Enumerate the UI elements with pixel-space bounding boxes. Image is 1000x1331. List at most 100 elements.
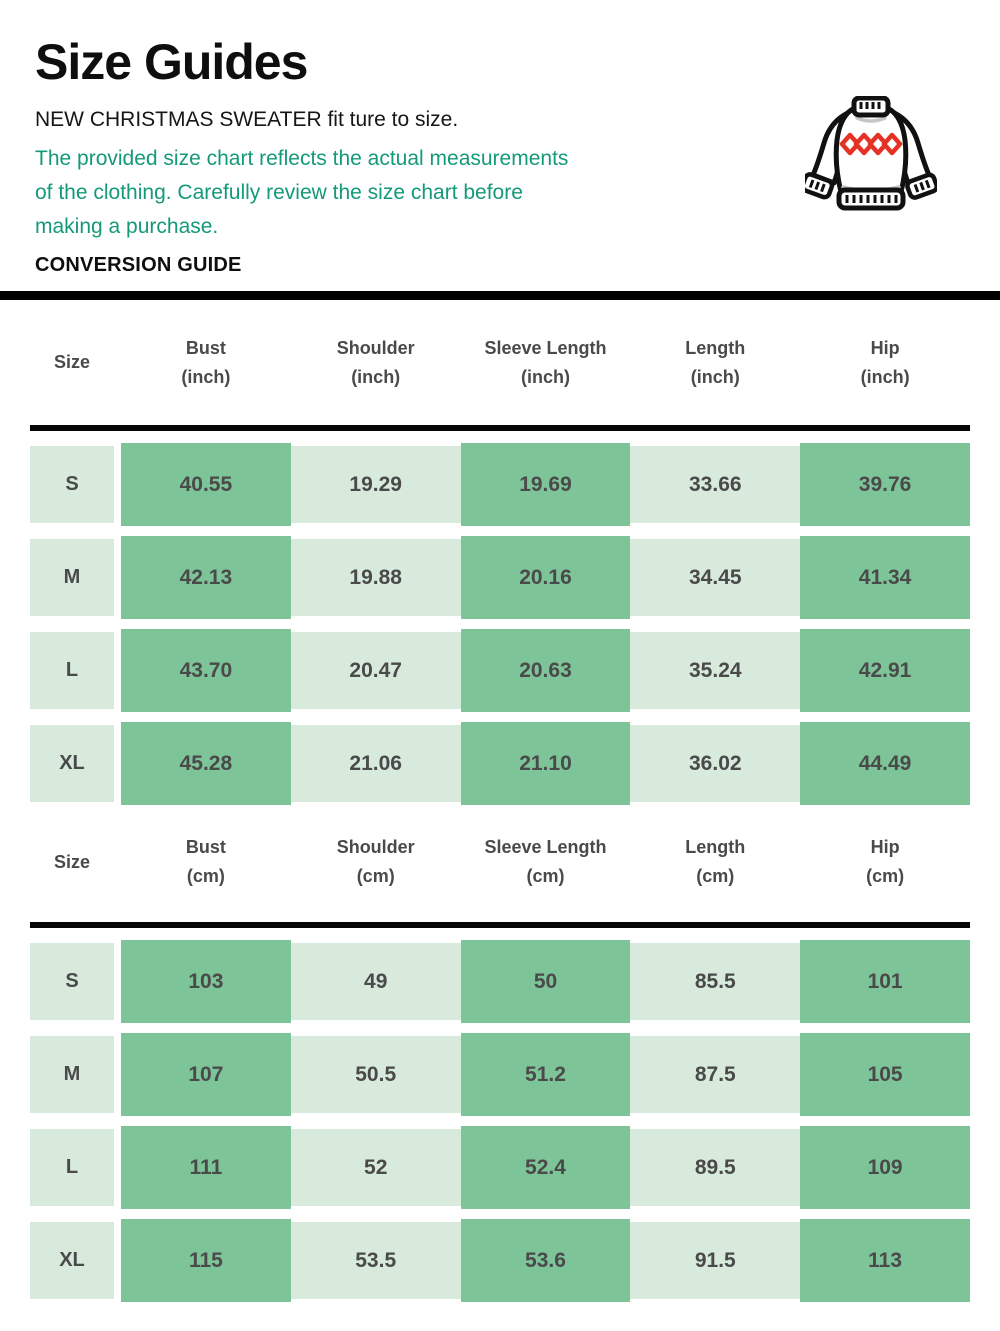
length-value: 35.24 bbox=[630, 632, 801, 709]
table-row-xl: XL 115 53.5 53.6 91.5 113 bbox=[30, 1219, 970, 1302]
table-header-row-inch: Size Bust (inch) Shoulder (inch) Sleeve … bbox=[30, 300, 970, 425]
sleeve-length-value: 20.16 bbox=[460, 536, 631, 619]
length-value: 36.02 bbox=[630, 725, 801, 802]
bust-value: 42.13 bbox=[121, 536, 291, 619]
table-row-xl: XL 45.28 21.06 21.10 36.02 44.49 bbox=[30, 722, 970, 805]
shoulder-value: 21.06 bbox=[290, 725, 461, 802]
bust-value: 115 bbox=[121, 1219, 291, 1302]
sleeve-length-value: 50 bbox=[460, 940, 631, 1023]
col-header-unit: (inch) bbox=[860, 366, 910, 387]
col-header-label: Shoulder bbox=[336, 337, 415, 358]
hip-value: 39.76 bbox=[800, 443, 970, 526]
table-body-cm: S 103 49 50 85.5 101 M 107 50.5 51.2 87.… bbox=[30, 928, 970, 1302]
christmas-sweater-icon bbox=[800, 95, 939, 218]
shoulder-value: 53.5 bbox=[290, 1222, 461, 1299]
size-label: XL bbox=[30, 725, 114, 802]
note-line: of the clothing. Carefully review the si… bbox=[35, 181, 523, 204]
size-label: S bbox=[30, 943, 114, 1020]
col-header-unit: (inch) bbox=[520, 366, 570, 387]
col-header-label: Bust bbox=[185, 337, 226, 358]
length-value: 87.5 bbox=[630, 1036, 801, 1113]
note-line: making a purchase. bbox=[35, 215, 219, 238]
col-header-unit: (inch) bbox=[690, 366, 740, 387]
sleeve-length-value: 19.69 bbox=[460, 443, 631, 526]
bust-value: 111 bbox=[121, 1126, 291, 1209]
col-header-label: Bust bbox=[185, 837, 226, 857]
bust-value: 45.28 bbox=[121, 722, 291, 805]
product-fit-note: NEW CHRISTMAS SWEATER fit ture to size. bbox=[35, 108, 459, 131]
sleeve-length-value: 20.63 bbox=[460, 629, 631, 712]
hip-value: 41.34 bbox=[800, 536, 970, 619]
col-header-label: Shoulder bbox=[336, 837, 415, 857]
col-header-unit: (inch) bbox=[351, 366, 401, 387]
col-header-shoulder: Shoulder (inch) bbox=[291, 334, 461, 392]
table-row-s: S 40.55 19.29 19.69 33.66 39.76 bbox=[30, 443, 970, 526]
sleeve-length-value: 52.4 bbox=[460, 1126, 631, 1209]
hip-value: 44.49 bbox=[800, 722, 970, 805]
bust-value: 107 bbox=[121, 1033, 291, 1116]
size-label: L bbox=[30, 1129, 114, 1206]
size-label: S bbox=[30, 446, 114, 523]
shoulder-value: 20.47 bbox=[290, 632, 461, 709]
col-header-hip: Hip (cm) bbox=[800, 833, 970, 891]
col-header-label: Sleeve Length bbox=[484, 837, 607, 857]
hip-value: 101 bbox=[800, 940, 970, 1023]
page-title: Size Guides bbox=[35, 34, 308, 90]
length-value: 85.5 bbox=[630, 943, 801, 1020]
col-header-unit: (cm) bbox=[866, 866, 905, 886]
col-header-size: Size bbox=[53, 352, 91, 372]
table-row-m: M 42.13 19.88 20.16 34.45 41.34 bbox=[30, 536, 970, 619]
table-row-l: L 43.70 20.47 20.63 35.24 42.91 bbox=[30, 629, 970, 712]
sleeve-length-value: 51.2 bbox=[460, 1033, 631, 1116]
size-label: M bbox=[30, 539, 114, 616]
col-header-shoulder: Shoulder (cm) bbox=[291, 833, 461, 891]
size-table-cm: Size Bust (cm) Shoulder (cm) Sleeve Leng… bbox=[30, 802, 970, 1302]
shoulder-value: 19.29 bbox=[290, 446, 461, 523]
col-header-unit: (cm) bbox=[526, 866, 565, 886]
table-header-row-cm: Size Bust (cm) Shoulder (cm) Sleeve Leng… bbox=[30, 802, 970, 922]
header-rule bbox=[30, 425, 970, 431]
conversion-guide-label: CONVERSION GUIDE bbox=[35, 254, 242, 276]
size-label: M bbox=[30, 1036, 114, 1113]
col-header-sleeve-length: Sleeve Length (inch) bbox=[461, 334, 631, 392]
hip-value: 42.91 bbox=[800, 629, 970, 712]
shoulder-value: 52 bbox=[290, 1129, 461, 1206]
col-header-length: Length (cm) bbox=[630, 833, 800, 891]
table-row-l: L 111 52 52.4 89.5 109 bbox=[30, 1126, 970, 1209]
table-row-m: M 107 50.5 51.2 87.5 105 bbox=[30, 1033, 970, 1116]
hip-value: 109 bbox=[800, 1126, 970, 1209]
section-divider bbox=[0, 291, 1000, 300]
col-header-length: Length (inch) bbox=[630, 334, 800, 392]
length-value: 91.5 bbox=[630, 1222, 801, 1299]
col-header-label: Hip bbox=[870, 337, 900, 358]
col-header-bust: Bust (cm) bbox=[121, 833, 291, 891]
shoulder-value: 19.88 bbox=[290, 539, 461, 616]
col-header-unit: (cm) bbox=[186, 866, 225, 886]
shoulder-value: 50.5 bbox=[290, 1036, 461, 1113]
size-table-inch: Size Bust (inch) Shoulder (inch) Sleeve … bbox=[30, 300, 970, 805]
header-rule bbox=[30, 922, 970, 928]
length-value: 34.45 bbox=[630, 539, 801, 616]
note-line: The provided size chart reflects the act… bbox=[35, 147, 569, 170]
size-chart-note: The provided size chart reflects the act… bbox=[35, 142, 965, 244]
hip-value: 113 bbox=[800, 1219, 970, 1302]
length-value: 33.66 bbox=[630, 446, 801, 523]
sleeve-length-value: 53.6 bbox=[460, 1219, 631, 1302]
length-value: 89.5 bbox=[630, 1129, 801, 1206]
col-header-bust: Bust (inch) bbox=[121, 334, 291, 392]
size-label: XL bbox=[30, 1222, 114, 1299]
hip-value: 105 bbox=[800, 1033, 970, 1116]
sweater-icon-svg bbox=[800, 95, 939, 211]
table-row-s: S 103 49 50 85.5 101 bbox=[30, 940, 970, 1023]
shoulder-value: 49 bbox=[290, 943, 461, 1020]
col-header-label: Length bbox=[685, 837, 746, 857]
col-header-unit: (cm) bbox=[356, 866, 395, 886]
size-label: L bbox=[30, 632, 114, 709]
col-header-unit: (cm) bbox=[696, 866, 735, 886]
sleeve-length-value: 21.10 bbox=[460, 722, 631, 805]
bust-value: 103 bbox=[121, 940, 291, 1023]
intro-section: Size Guides NEW CHRISTMAS SWEATER fit tu… bbox=[0, 0, 1000, 278]
bust-value: 40.55 bbox=[121, 443, 291, 526]
bust-value: 43.70 bbox=[121, 629, 291, 712]
col-header-size: Size bbox=[53, 851, 91, 872]
